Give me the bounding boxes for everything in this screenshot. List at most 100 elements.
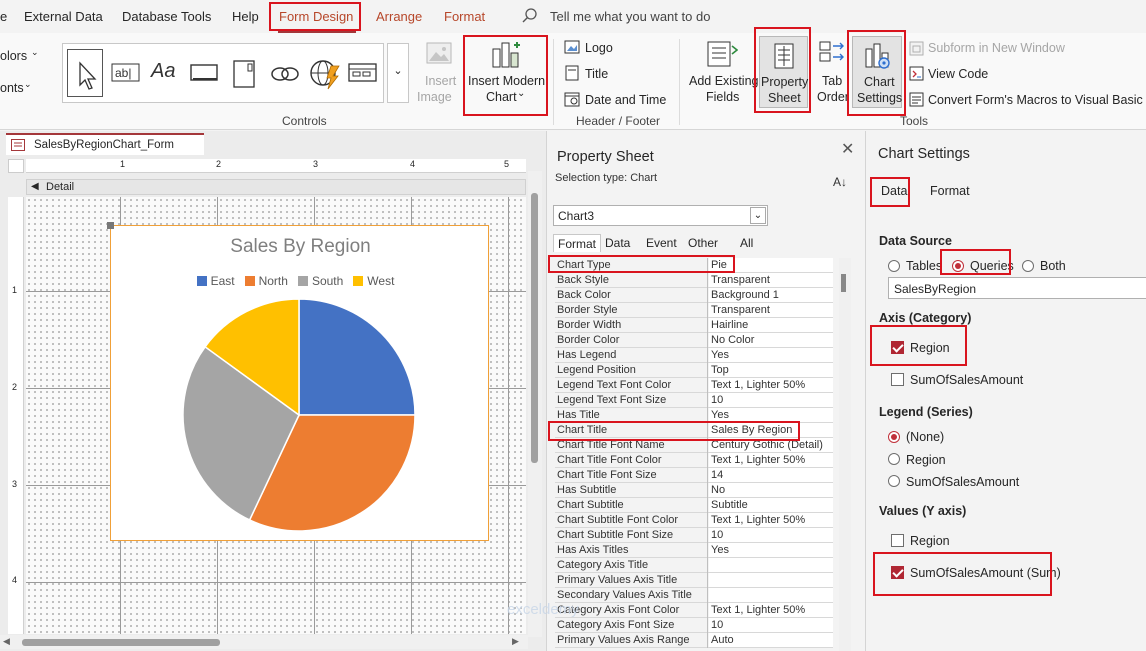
tab-format[interactable]: Format: [930, 184, 970, 198]
menu-format[interactable]: Format: [444, 9, 486, 24]
tell-me-search[interactable]: Tell me what you want to do: [550, 9, 711, 24]
insert-image-label-2[interactable]: Image: [417, 90, 452, 104]
detail-section-bar[interactable]: ◀ Detail: [26, 179, 526, 195]
select-tool-button[interactable]: [67, 49, 103, 97]
convert-macros-button[interactable]: Convert Form's Macros to Visual Basic: [928, 93, 1143, 107]
insert-image-label-1[interactable]: Insert: [425, 74, 457, 88]
property-row[interactable]: Category Axis Font Color Text 1, Lighter …: [555, 603, 833, 618]
menu-arrange[interactable]: Arrange: [376, 9, 423, 24]
property-sheet-button[interactable]: Property Sheet: [759, 36, 808, 108]
colors-button-partial[interactable]: olors: [0, 49, 28, 63]
title-button[interactable]: Title: [585, 67, 609, 81]
property-row[interactable]: Chart Subtitle Font Size 10: [555, 528, 833, 543]
property-value[interactable]: Century Gothic (Detail): [709, 438, 833, 452]
radio-legend-sumofsales[interactable]: [888, 475, 900, 487]
scroll-right-icon[interactable]: ▶: [512, 636, 519, 646]
chart-control[interactable]: Sales By Region East North South West: [107, 222, 489, 541]
property-row[interactable]: Secondary Values Axis Title: [555, 588, 833, 603]
property-value[interactable]: Sales By Region: [709, 423, 833, 437]
radio-queries[interactable]: [952, 260, 964, 272]
property-value[interactable]: Top: [709, 363, 833, 377]
property-row[interactable]: Chart Type Pie: [555, 258, 833, 273]
property-row[interactable]: Border Style Transparent: [555, 303, 833, 318]
add-existing-fields-label-1[interactable]: Add Existing: [689, 74, 759, 88]
property-value[interactable]: Text 1, Lighter 50%: [709, 513, 833, 527]
chart-settings-button[interactable]: Chart Settings: [852, 36, 902, 108]
menu-form-design[interactable]: Form Design: [279, 9, 354, 24]
property-value[interactable]: Pie: [709, 258, 833, 272]
checkbox-axis-sumofsales[interactable]: [891, 373, 904, 386]
radio-legend-none[interactable]: [888, 431, 900, 443]
fonts-button-partial[interactable]: onts: [0, 81, 24, 95]
scroll-thumb[interactable]: [22, 639, 220, 646]
document-tab[interactable]: SalesByRegionChart_Form: [6, 133, 204, 155]
tab-other[interactable]: Other: [688, 236, 719, 250]
property-value[interactable]: Text 1, Lighter 50%: [709, 378, 833, 392]
tab-data[interactable]: Data: [605, 236, 631, 250]
close-icon[interactable]: ✕: [841, 141, 855, 158]
property-row[interactable]: Back Color Background 1: [555, 288, 833, 303]
property-value[interactable]: Transparent: [709, 303, 833, 317]
subform-new-window-button[interactable]: Subform in New Window: [928, 41, 1065, 55]
button-control-icon[interactable]: [190, 63, 220, 83]
navigation-control-icon[interactable]: [348, 63, 378, 83]
insert-modern-chart-label-2[interactable]: Chart: [486, 90, 517, 104]
property-value[interactable]: Auto: [709, 633, 833, 647]
property-value[interactable]: Yes: [709, 543, 833, 557]
horizontal-scrollbar[interactable]: ◀ ▶: [0, 635, 528, 649]
property-row[interactable]: Has Legend Yes: [555, 348, 833, 363]
scroll-thumb[interactable]: [531, 193, 538, 463]
tab-all[interactable]: All: [740, 236, 754, 250]
property-value[interactable]: [709, 558, 833, 572]
property-row[interactable]: Back Style Transparent: [555, 273, 833, 288]
menu-help[interactable]: Help: [232, 9, 259, 24]
menu-home-partial[interactable]: e: [0, 9, 8, 24]
property-value[interactable]: No: [709, 483, 833, 497]
property-row[interactable]: Chart Title Font Size 14: [555, 468, 833, 483]
property-row[interactable]: Primary Values Axis Range Auto: [555, 633, 833, 648]
property-row[interactable]: Legend Text Font Size 10: [555, 393, 833, 408]
property-row[interactable]: Category Axis Font Size 10: [555, 618, 833, 633]
radio-tables[interactable]: [888, 260, 900, 272]
menu-database-tools[interactable]: Database Tools: [122, 9, 212, 24]
property-value[interactable]: Text 1, Lighter 50%: [709, 453, 833, 467]
radio-legend-region[interactable]: [888, 453, 900, 465]
property-value[interactable]: [709, 573, 833, 587]
scroll-left-icon[interactable]: ◀: [3, 636, 10, 646]
property-value[interactable]: Text 1, Lighter 50%: [709, 603, 833, 617]
tab-order-label-2[interactable]: Order: [817, 90, 849, 104]
property-value[interactable]: Yes: [709, 408, 833, 422]
sort-az-icon[interactable]: A↓: [833, 175, 848, 189]
checkbox-values-region[interactable]: [891, 534, 904, 547]
property-value[interactable]: 10: [709, 528, 833, 542]
vertical-scrollbar[interactable]: [528, 171, 542, 637]
property-value[interactable]: Subtitle: [709, 498, 833, 512]
property-row[interactable]: Has Axis Titles Yes: [555, 543, 833, 558]
property-row[interactable]: Border Color No Color: [555, 333, 833, 348]
checkbox-axis-region[interactable]: [891, 341, 904, 354]
property-row[interactable]: Category Axis Title: [555, 558, 833, 573]
property-row[interactable]: Has Title Yes: [555, 408, 833, 423]
property-value[interactable]: 10: [709, 618, 833, 632]
tab-format[interactable]: Format: [553, 234, 602, 252]
hyperlink-icon[interactable]: [270, 61, 300, 87]
data-source-select[interactable]: SalesByRegion: [888, 277, 1146, 299]
tab-event[interactable]: Event: [646, 236, 677, 250]
property-value[interactable]: Hairline: [709, 318, 833, 332]
scroll-thumb[interactable]: [841, 274, 846, 292]
property-row[interactable]: Chart Title Font Color Text 1, Lighter 50…: [555, 453, 833, 468]
logo-button[interactable]: Logo: [585, 41, 613, 55]
move-handle[interactable]: [107, 222, 114, 229]
web-browser-icon[interactable]: [309, 58, 341, 90]
property-value[interactable]: 10: [709, 393, 833, 407]
textbox-icon[interactable]: ab|: [111, 62, 141, 84]
property-row[interactable]: Chart Title Font Name Century Gothic (Det…: [555, 438, 833, 453]
tab-order-label-1[interactable]: Tab: [822, 74, 843, 88]
property-value[interactable]: [709, 588, 833, 602]
property-value[interactable]: No Color: [709, 333, 833, 347]
checkbox-values-sumofsales[interactable]: [891, 566, 904, 579]
insert-modern-chart-label-1[interactable]: Insert Modern: [468, 74, 546, 88]
property-row[interactable]: Border Width Hairline: [555, 318, 833, 333]
property-value[interactable]: Yes: [709, 348, 833, 362]
property-value[interactable]: 14: [709, 468, 833, 482]
